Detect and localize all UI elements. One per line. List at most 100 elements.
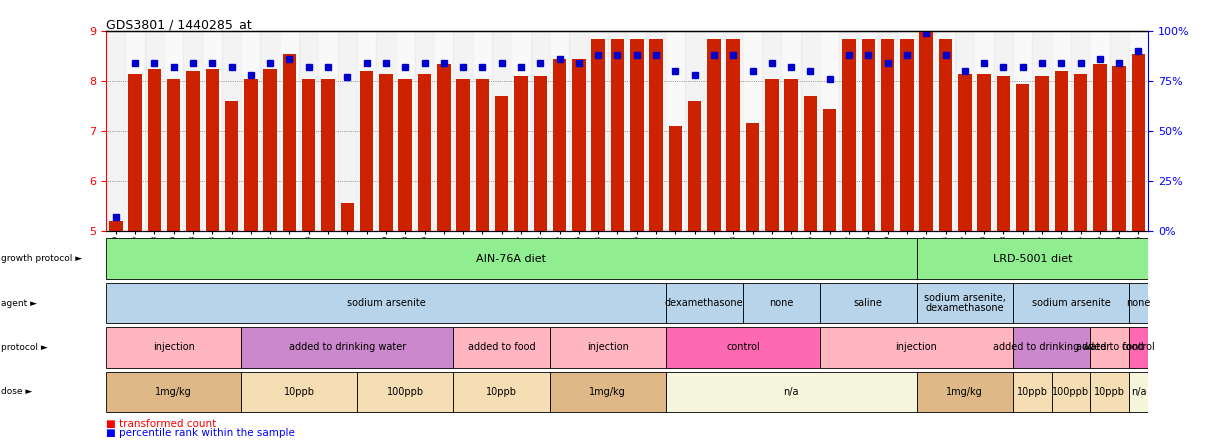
Bar <box>765 79 779 231</box>
Bar <box>724 31 743 231</box>
Bar <box>453 31 473 231</box>
Bar <box>668 126 683 231</box>
Text: GDS3801 / 1440285_at: GDS3801 / 1440285_at <box>106 18 252 31</box>
Bar <box>282 54 297 231</box>
Text: 10ppb: 10ppb <box>283 387 315 397</box>
Bar <box>533 76 548 231</box>
Bar <box>1129 372 1148 412</box>
Bar <box>241 31 260 231</box>
Bar <box>340 203 355 231</box>
Bar <box>263 68 277 231</box>
Bar <box>917 238 1148 279</box>
Bar <box>357 31 376 231</box>
Text: control: control <box>1122 342 1155 353</box>
Bar <box>572 59 586 231</box>
Text: sodium arsenite: sodium arsenite <box>1031 298 1111 308</box>
Bar <box>145 31 164 231</box>
Bar <box>183 31 203 231</box>
Bar <box>1052 31 1071 231</box>
Bar <box>784 79 798 231</box>
Text: 10ppb: 10ppb <box>1094 387 1125 397</box>
Bar <box>1013 283 1129 323</box>
Bar <box>1035 76 1049 231</box>
Bar <box>552 59 567 231</box>
Text: injection: injection <box>896 342 937 353</box>
Bar <box>1015 83 1030 231</box>
Text: none: none <box>769 298 794 308</box>
Bar <box>917 283 1013 323</box>
Text: sodium arsenite: sodium arsenite <box>346 298 426 308</box>
Text: 10ppb: 10ppb <box>1017 387 1048 397</box>
Bar <box>822 108 837 231</box>
Bar <box>743 283 820 323</box>
Text: sodium arsenite,
dexamethasone: sodium arsenite, dexamethasone <box>924 293 1006 313</box>
Bar <box>1013 31 1032 231</box>
Bar <box>842 39 856 231</box>
Text: 100ppb: 100ppb <box>387 387 423 397</box>
Bar <box>610 39 625 231</box>
Bar <box>475 79 490 231</box>
Bar <box>762 31 781 231</box>
Bar <box>338 31 357 231</box>
Bar <box>453 327 550 368</box>
Bar <box>164 31 183 231</box>
Bar <box>437 63 451 231</box>
Bar <box>820 31 839 231</box>
Bar <box>878 31 897 231</box>
Bar <box>839 31 859 231</box>
Bar <box>299 31 318 231</box>
Bar <box>106 31 125 231</box>
Bar <box>1093 63 1107 231</box>
Bar <box>492 31 511 231</box>
Bar <box>801 31 820 231</box>
Bar <box>919 31 933 231</box>
Bar <box>1013 327 1090 368</box>
Bar <box>1090 327 1129 368</box>
Bar <box>359 71 374 231</box>
Bar <box>550 372 666 412</box>
Bar <box>147 68 162 231</box>
Bar <box>379 74 393 231</box>
Bar <box>1112 66 1126 231</box>
Text: LRD-5001 diet: LRD-5001 diet <box>993 254 1072 264</box>
Bar <box>938 39 953 231</box>
Bar <box>1129 283 1148 323</box>
Bar <box>917 31 936 231</box>
Bar <box>318 31 338 231</box>
Bar <box>106 372 241 412</box>
Bar <box>531 31 550 231</box>
Bar <box>357 372 453 412</box>
Bar <box>473 31 492 231</box>
Bar <box>224 101 239 231</box>
Bar <box>627 31 646 231</box>
Bar <box>106 283 666 323</box>
Bar <box>241 372 357 412</box>
Text: ■ percentile rank within the sample: ■ percentile rank within the sample <box>106 428 295 439</box>
Bar <box>1131 54 1146 231</box>
Text: 10ppb: 10ppb <box>486 387 517 397</box>
Bar <box>302 79 316 231</box>
Bar <box>781 31 801 231</box>
Bar <box>803 96 818 231</box>
Bar <box>280 31 299 231</box>
Bar <box>376 31 396 231</box>
Bar <box>880 39 895 231</box>
Bar <box>396 31 415 231</box>
Bar <box>241 327 453 368</box>
Bar <box>861 39 876 231</box>
Bar <box>897 31 917 231</box>
Bar <box>321 79 335 231</box>
Bar <box>186 71 200 231</box>
Bar <box>608 31 627 231</box>
Bar <box>1110 31 1129 231</box>
Bar <box>996 76 1011 231</box>
Text: dose ►: dose ► <box>1 387 33 396</box>
Text: added to drinking water: added to drinking water <box>993 342 1111 353</box>
Bar <box>685 31 704 231</box>
Bar <box>106 238 917 279</box>
Bar <box>1032 31 1052 231</box>
Bar <box>958 74 972 231</box>
Bar <box>417 74 432 231</box>
Text: added to drinking water: added to drinking water <box>288 342 406 353</box>
Bar <box>128 74 142 231</box>
